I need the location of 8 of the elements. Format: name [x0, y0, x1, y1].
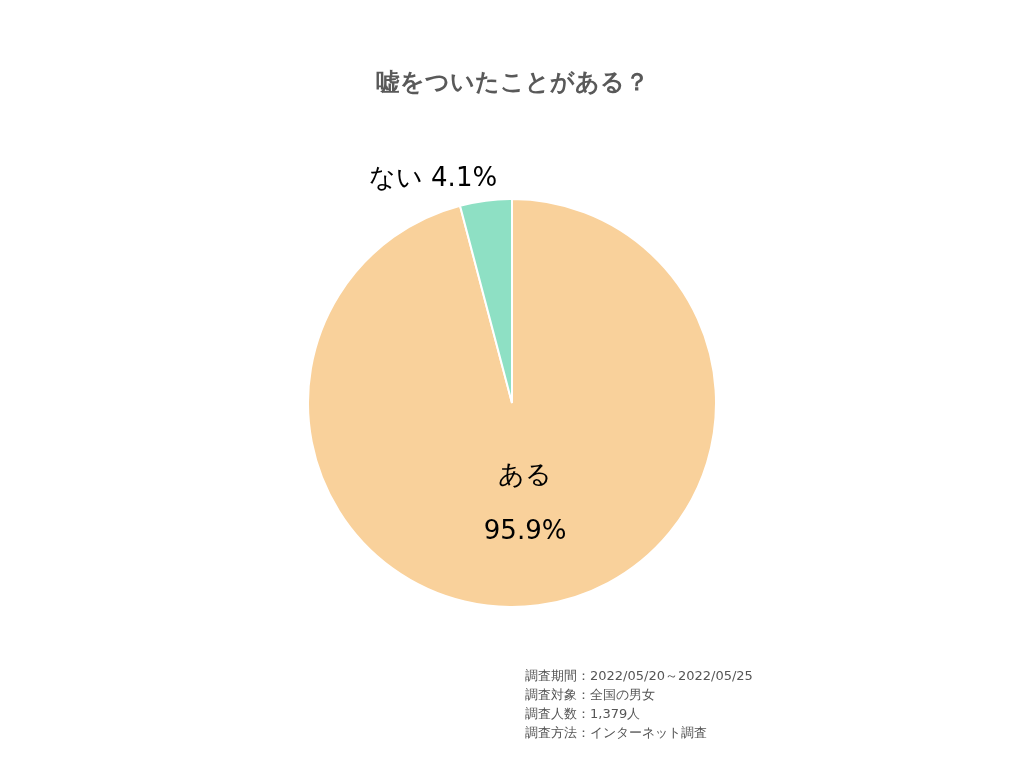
chart-title: 嘘をついたことがある？ — [374, 67, 650, 98]
text: 調査人数：1,379人 — [525, 705, 642, 723]
data-label: 95.9% — [483, 514, 567, 545]
text: 調査方法：インターネット調査 — [525, 724, 708, 742]
text: 調査対象：全国の男女 — [525, 686, 656, 704]
slice-label: ない 4.1% — [368, 161, 498, 192]
text: 調査期間：2022/05/20～2022/05/25 — [525, 667, 753, 685]
slice-label: ある — [498, 458, 553, 489]
